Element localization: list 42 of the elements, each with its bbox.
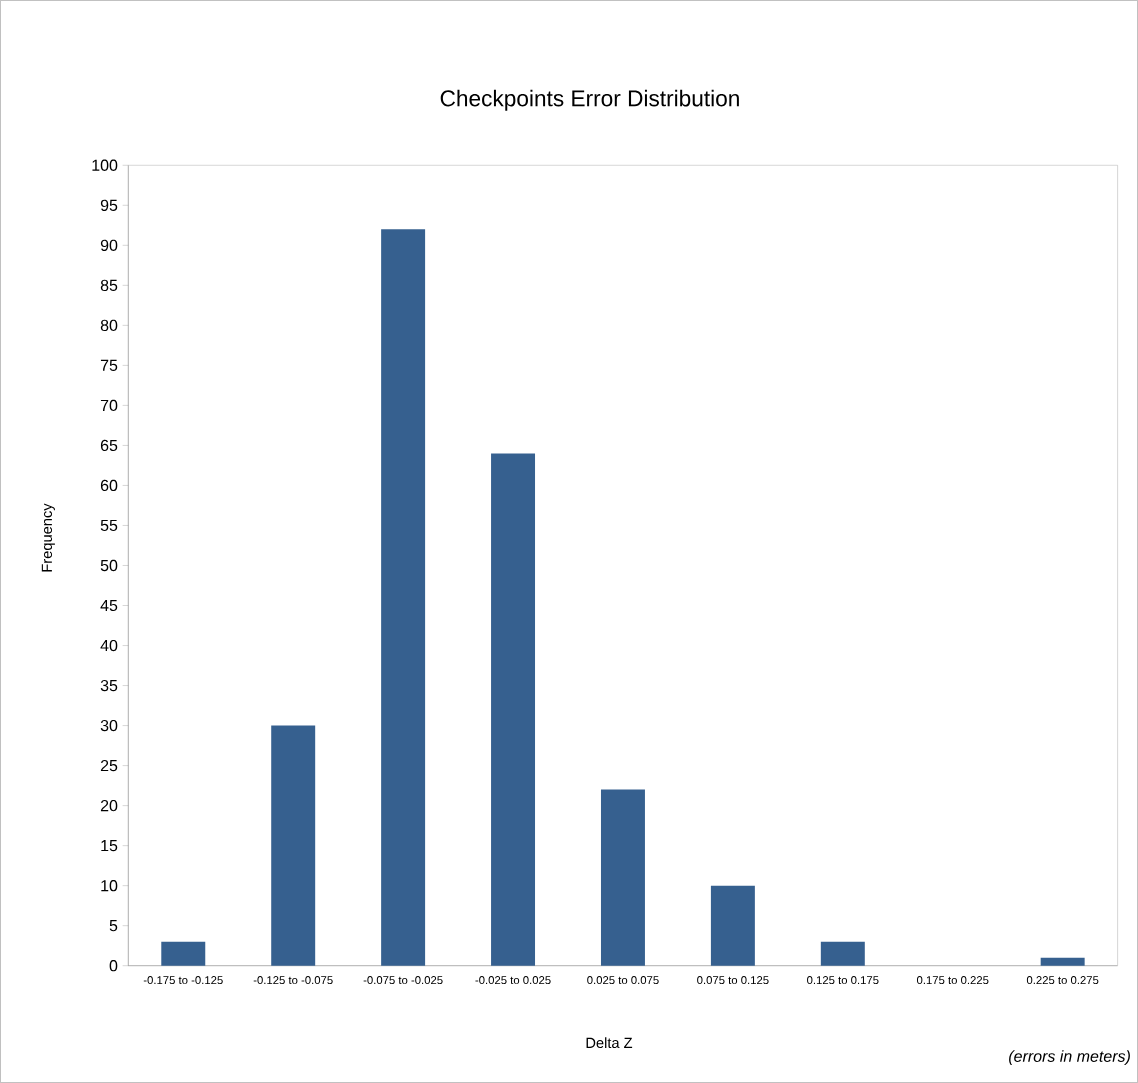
y-tick-label: 50 [100,559,118,572]
y-tick-label: 90 [100,239,118,251]
bar [1040,957,1085,966]
y-tick-label: 40 [100,639,118,652]
x-tick-label: 0.025 to 0.075 [587,976,659,985]
bar [710,885,755,966]
y-tick-label: 60 [100,479,118,492]
x-axis-title: Delta Z [586,1037,633,1049]
y-tick-label: 80 [100,319,118,331]
y-tick-label: 0 [109,960,118,972]
y-tick-label: 35 [100,679,118,692]
x-tick-label: -0.175 to -0.125 [143,976,223,985]
x-tick-label: 0.225 to 0.275 [1026,976,1099,985]
x-tick-label: -0.025 to 0.025 [475,976,551,985]
y-tick-label: 70 [100,399,118,412]
bar [820,941,865,966]
chart-title: Checkpoints Error Distribution [440,89,739,111]
bar [491,453,536,966]
bar [161,941,206,966]
y-tick-label: 65 [100,439,118,452]
y-tick-label: 5 [109,920,118,932]
bar [271,725,316,966]
x-tick-label: 0.175 to 0.225 [916,976,989,985]
y-tick-label: 100 [92,159,118,171]
y-tick-label: 10 [101,880,118,892]
y-tick-label: 20 [100,799,118,812]
x-tick-label: -0.075 to -0.025 [363,976,443,985]
y-tick-label: 55 [100,519,118,532]
y-tick-label: 75 [100,359,118,371]
y-tick-label: 25 [100,759,118,772]
bar [381,229,426,966]
y-tick-label: 95 [100,199,118,211]
x-tick-label: 0.075 to 0.125 [697,976,769,985]
bar [600,789,645,966]
y-axis-title: Frequency [41,503,55,572]
text: (errors in meters) [1009,1050,1130,1066]
x-tick-label: 0.125 to 0.175 [807,976,879,985]
y-tick-label: 45 [100,599,118,612]
x-tick-label: -0.125 to -0.075 [253,976,333,985]
y-tick-label: 15 [101,840,118,852]
y-tick-label: 30 [100,719,118,732]
y-tick-label: 85 [100,279,118,291]
